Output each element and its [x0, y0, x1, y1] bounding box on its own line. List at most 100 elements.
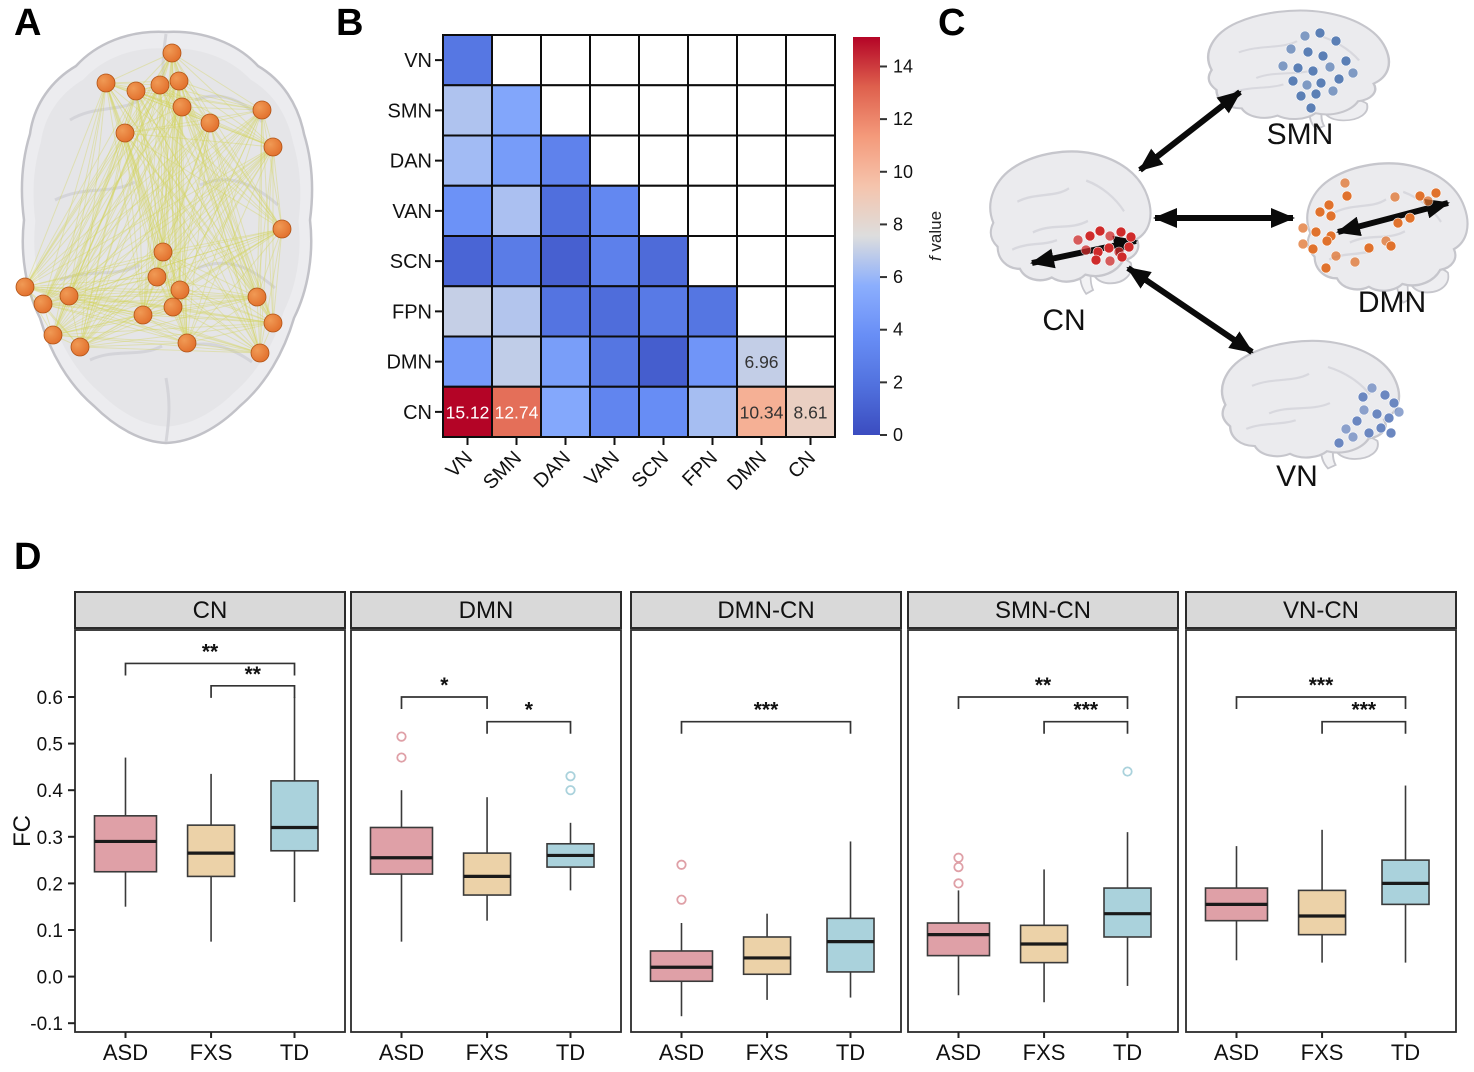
connectome-edge — [68, 80, 180, 297]
connectome-edge — [24, 251, 164, 288]
connectome-edge — [186, 296, 258, 344]
connectome-edge — [52, 322, 274, 336]
connectome-edge — [172, 306, 274, 324]
heatmap-cell — [736, 84, 787, 137]
heatmap-cell — [736, 184, 787, 237]
network-node-smn — [1295, 90, 1307, 102]
connectome-edge — [124, 132, 261, 354]
heatmap-row-label: SCN — [390, 251, 432, 273]
connectome-edge — [179, 289, 261, 354]
connectome-edge — [124, 132, 181, 291]
connectome-edge — [162, 228, 283, 253]
connectome-node — [126, 81, 146, 101]
network-node-smn — [1277, 60, 1289, 72]
heatmap-cell — [736, 134, 787, 187]
brain-sulcus — [59, 263, 141, 282]
y-tick-label: 0.5 — [37, 735, 63, 756]
connectome-edge — [135, 90, 274, 324]
network-node-dmn — [1341, 190, 1353, 202]
connectome-edge — [24, 90, 137, 288]
connectome-edge — [52, 289, 181, 336]
connectome-edge — [156, 276, 258, 298]
network-node-vn — [1383, 412, 1395, 424]
significance-stars: ** — [245, 663, 262, 686]
connectome-node — [263, 313, 283, 333]
network-node-dmn — [1297, 238, 1309, 250]
heatmap-cell — [442, 34, 493, 87]
network-node-vn — [1366, 382, 1378, 394]
connectome-edge — [124, 84, 161, 134]
connectome-edge — [24, 122, 211, 288]
connectome-edge — [162, 122, 211, 253]
connectome-edge — [52, 334, 261, 354]
connectome-edge — [142, 314, 274, 324]
heatmap-cell — [785, 134, 836, 187]
heatmap-cell — [589, 184, 640, 237]
network-node-dmn — [1385, 240, 1397, 252]
connectome-edge — [124, 80, 180, 134]
heatmap-row-label: SMN — [388, 100, 432, 122]
network-node-vn — [1375, 422, 1387, 434]
connectome-edge — [124, 132, 158, 278]
significance-bracket — [1321, 720, 1407, 734]
connectome-node — [163, 297, 183, 317]
connectome-edge — [172, 306, 261, 354]
connectome-edge — [156, 109, 263, 278]
connectome-node — [150, 75, 170, 95]
significance-bracket — [680, 720, 852, 734]
panel-b-label: B — [336, 2, 364, 44]
connectome-edge — [159, 84, 188, 344]
network-node-dmn — [1414, 190, 1426, 202]
significance-stars: * — [440, 674, 449, 697]
network-node-smn — [1292, 62, 1304, 74]
connectome-edge — [52, 314, 144, 336]
heatmap-cell — [785, 285, 836, 338]
heatmap-cell — [687, 134, 738, 187]
network-node-dmn — [1314, 206, 1326, 218]
connectome-node — [43, 325, 63, 345]
connectome-node — [263, 137, 283, 157]
y-tick-label: 0.1 — [37, 921, 63, 942]
connectome-edge — [209, 122, 261, 354]
colorbar-tick-label: 10 — [893, 162, 913, 182]
double-arrow — [1336, 198, 1450, 237]
significance-stars: *** — [1309, 674, 1334, 697]
connectome-edge — [178, 80, 274, 324]
connectome-edge — [105, 82, 158, 278]
connectome-edge — [52, 251, 164, 336]
connectome-node — [147, 267, 167, 287]
connectome-edge — [42, 122, 211, 305]
heatmap-cell — [540, 385, 591, 438]
connectome-edge — [124, 132, 274, 324]
connectome-edge — [42, 109, 263, 305]
network-node-vn — [1371, 408, 1383, 420]
network-node-vn — [1393, 406, 1405, 418]
connectome-edge — [186, 342, 261, 354]
heatmap-cell — [638, 34, 689, 87]
connectome-edge — [68, 106, 183, 297]
network-node-smn — [1340, 55, 1352, 67]
brain-sulcus — [1327, 365, 1371, 396]
connectome-edge — [68, 289, 181, 297]
connectome-edge — [79, 80, 180, 348]
connectome-edge — [24, 228, 283, 288]
connectome-edge — [79, 82, 107, 348]
connectome-edge — [181, 106, 258, 298]
heatmap-cell — [442, 184, 493, 237]
x-tick-label: TD — [1391, 1040, 1420, 1065]
colorbar-tick-label: 6 — [893, 267, 903, 287]
facet-title: SMN-CN — [995, 597, 1091, 624]
connectome-edge — [68, 122, 211, 297]
connectome-edge — [124, 132, 144, 316]
connectome-edge — [24, 286, 174, 308]
y-tick-label: 0.3 — [37, 828, 63, 849]
heatmap-cell — [442, 235, 493, 288]
connectome-edge — [172, 146, 274, 308]
connectome-edge — [172, 228, 283, 308]
facet-title: DMN-CN — [717, 597, 814, 624]
connectome-edge — [42, 296, 258, 305]
network-label-smn: SMN — [1267, 118, 1334, 151]
connectome-edge — [178, 80, 263, 111]
connectome-edge — [24, 286, 181, 291]
